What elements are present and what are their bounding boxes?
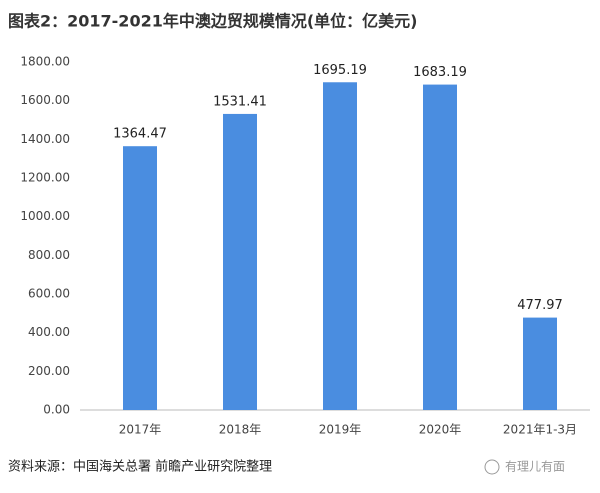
bar [523,317,557,410]
y-tick-label: 1400.00 [20,132,70,146]
value-label: 1364.47 [113,127,167,142]
y-tick-label: 600.00 [28,287,70,301]
x-tick-label: 2020年 [419,423,462,437]
bar [123,146,157,411]
x-tick-label: 2017年 [119,423,162,437]
y-tick-label: 800.00 [28,248,70,262]
y-tick-label: 1600.00 [20,93,70,107]
source: 资料来源：中国海关总署 前瞻产业研究院整理 [8,459,272,475]
value-label: 477.97 [517,298,563,313]
y-tick-label: 400.00 [28,325,70,339]
value-label: 1531.41 [213,94,267,109]
watermark: 有理儿有面 [505,460,565,474]
y-tick-label: 200.00 [28,364,70,378]
bar [323,82,357,410]
y-tick-label: 0.00 [43,403,70,417]
watermark-icon [484,459,500,475]
x-tick-label: 2021年1-3月 [503,423,577,437]
y-tick-label: 1800.00 [20,55,70,69]
x-tick-label: 2018年 [219,423,262,437]
y-tick-label: 1200.00 [20,171,70,185]
y-tick-label: 1000.00 [20,209,70,223]
value-label: 1683.19 [413,65,467,80]
value-label: 1695.19 [313,63,367,78]
x-tick-label: 2019年 [319,423,362,437]
bar [223,113,257,410]
bar [423,84,457,411]
chart-title: 图表2：2017-2021年中澳边贸规模情况(单位：亿美元) [8,12,417,31]
